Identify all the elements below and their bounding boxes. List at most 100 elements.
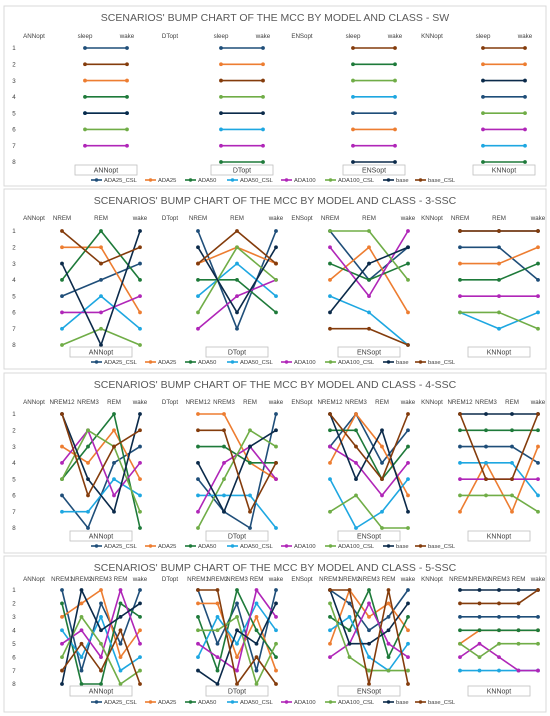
- data-point: [138, 655, 142, 660]
- data-point: [347, 614, 352, 619]
- data-point: [516, 668, 521, 673]
- data-point: [86, 526, 90, 530]
- class-header-label: NREM2: [339, 576, 361, 583]
- data-point: [351, 143, 355, 148]
- data-point: [274, 460, 278, 465]
- model-name-label: ENSopt: [357, 689, 381, 696]
- data-point: [497, 245, 501, 250]
- model-name-box: [205, 530, 269, 542]
- class-header-label: wake: [268, 215, 284, 222]
- data-point: [536, 509, 540, 514]
- legend-swatch-marker: [328, 544, 333, 548]
- data-point: [261, 46, 265, 50]
- series-line: [329, 413, 409, 512]
- data-point: [83, 78, 87, 83]
- data-point: [536, 277, 540, 282]
- data-point: [274, 477, 278, 482]
- data-point: [406, 655, 410, 660]
- legend-entry: ADA100_CSL: [338, 360, 375, 366]
- data-point: [215, 614, 220, 619]
- data-point: [118, 628, 123, 633]
- data-point: [458, 668, 462, 673]
- legend-swatch-marker: [284, 544, 289, 548]
- data-point: [196, 655, 200, 660]
- data-point: [138, 509, 142, 514]
- data-point: [79, 641, 84, 646]
- data-point: [196, 588, 200, 592]
- data-point: [261, 111, 265, 116]
- chart-title: SCENARIOS' BUMP CHART OF THE MCC BY MODE…: [101, 12, 449, 24]
- data-point: [458, 310, 462, 315]
- data-point: [219, 62, 223, 67]
- series-line: [198, 494, 277, 529]
- data-point: [481, 78, 485, 83]
- data-point: [536, 326, 540, 331]
- data-point: [235, 601, 239, 606]
- data-point: [458, 460, 462, 465]
- data-point: [235, 277, 239, 282]
- legend-entry: ADA25: [158, 178, 176, 184]
- data-point: [118, 588, 123, 592]
- data-point: [497, 668, 501, 673]
- data-point: [222, 444, 226, 449]
- data-point: [458, 641, 462, 646]
- y-tick-label: 3: [12, 78, 16, 85]
- data-point: [367, 601, 371, 606]
- data-point: [274, 310, 278, 315]
- data-point: [481, 127, 485, 132]
- data-point: [367, 294, 371, 299]
- legend-entry: ADA100_CSL: [338, 178, 375, 184]
- data-point: [274, 261, 278, 266]
- data-point: [536, 477, 540, 482]
- series-line: [198, 413, 277, 480]
- data-point: [347, 588, 352, 592]
- legend-swatch-marker: [386, 544, 391, 548]
- data-point: [274, 614, 278, 619]
- model-header-label: ANNopt: [23, 33, 45, 40]
- model-header-label: KNNopt: [421, 399, 443, 406]
- chart-title: SCENARIOS' BUMP CHART OF THE MCC BY MODE…: [94, 195, 457, 207]
- y-tick-label: 5: [12, 641, 16, 648]
- data-point: [138, 428, 142, 433]
- data-point: [406, 628, 410, 633]
- legend-swatch-marker: [386, 360, 391, 364]
- data-point: [274, 641, 278, 646]
- y-tick-label: 6: [12, 654, 16, 661]
- legend-swatch-marker: [148, 544, 153, 548]
- data-point: [406, 493, 410, 498]
- data-point: [196, 444, 200, 449]
- data-point: [125, 78, 129, 83]
- data-point: [219, 160, 223, 164]
- legend-entry: ADA25: [158, 700, 176, 706]
- data-point: [235, 310, 239, 315]
- data-point: [112, 460, 116, 465]
- data-point: [99, 655, 103, 660]
- data-point: [196, 229, 200, 233]
- data-point: [406, 245, 410, 250]
- data-point: [367, 655, 371, 660]
- legend-entry: ADA100: [294, 360, 316, 366]
- class-header-label: REM: [250, 576, 264, 583]
- data-point: [215, 628, 220, 633]
- data-point: [477, 614, 482, 619]
- data-point: [497, 277, 501, 282]
- data-point: [274, 655, 278, 660]
- data-point: [393, 62, 397, 67]
- class-header-label: NREM3: [90, 576, 112, 583]
- data-point: [406, 229, 410, 233]
- model-header-label: KNNopt: [421, 576, 443, 583]
- data-point: [536, 245, 540, 250]
- data-point: [99, 628, 103, 633]
- data-point: [497, 641, 501, 646]
- legend-swatch-marker: [284, 700, 289, 704]
- data-point: [125, 46, 129, 50]
- data-point: [60, 614, 64, 619]
- data-point: [516, 628, 521, 633]
- data-point: [125, 111, 129, 116]
- data-point: [83, 127, 87, 132]
- data-point: [510, 428, 514, 433]
- data-point: [393, 160, 397, 164]
- series-line: [61, 413, 141, 529]
- data-point: [235, 261, 239, 266]
- model-name-box: [210, 164, 274, 176]
